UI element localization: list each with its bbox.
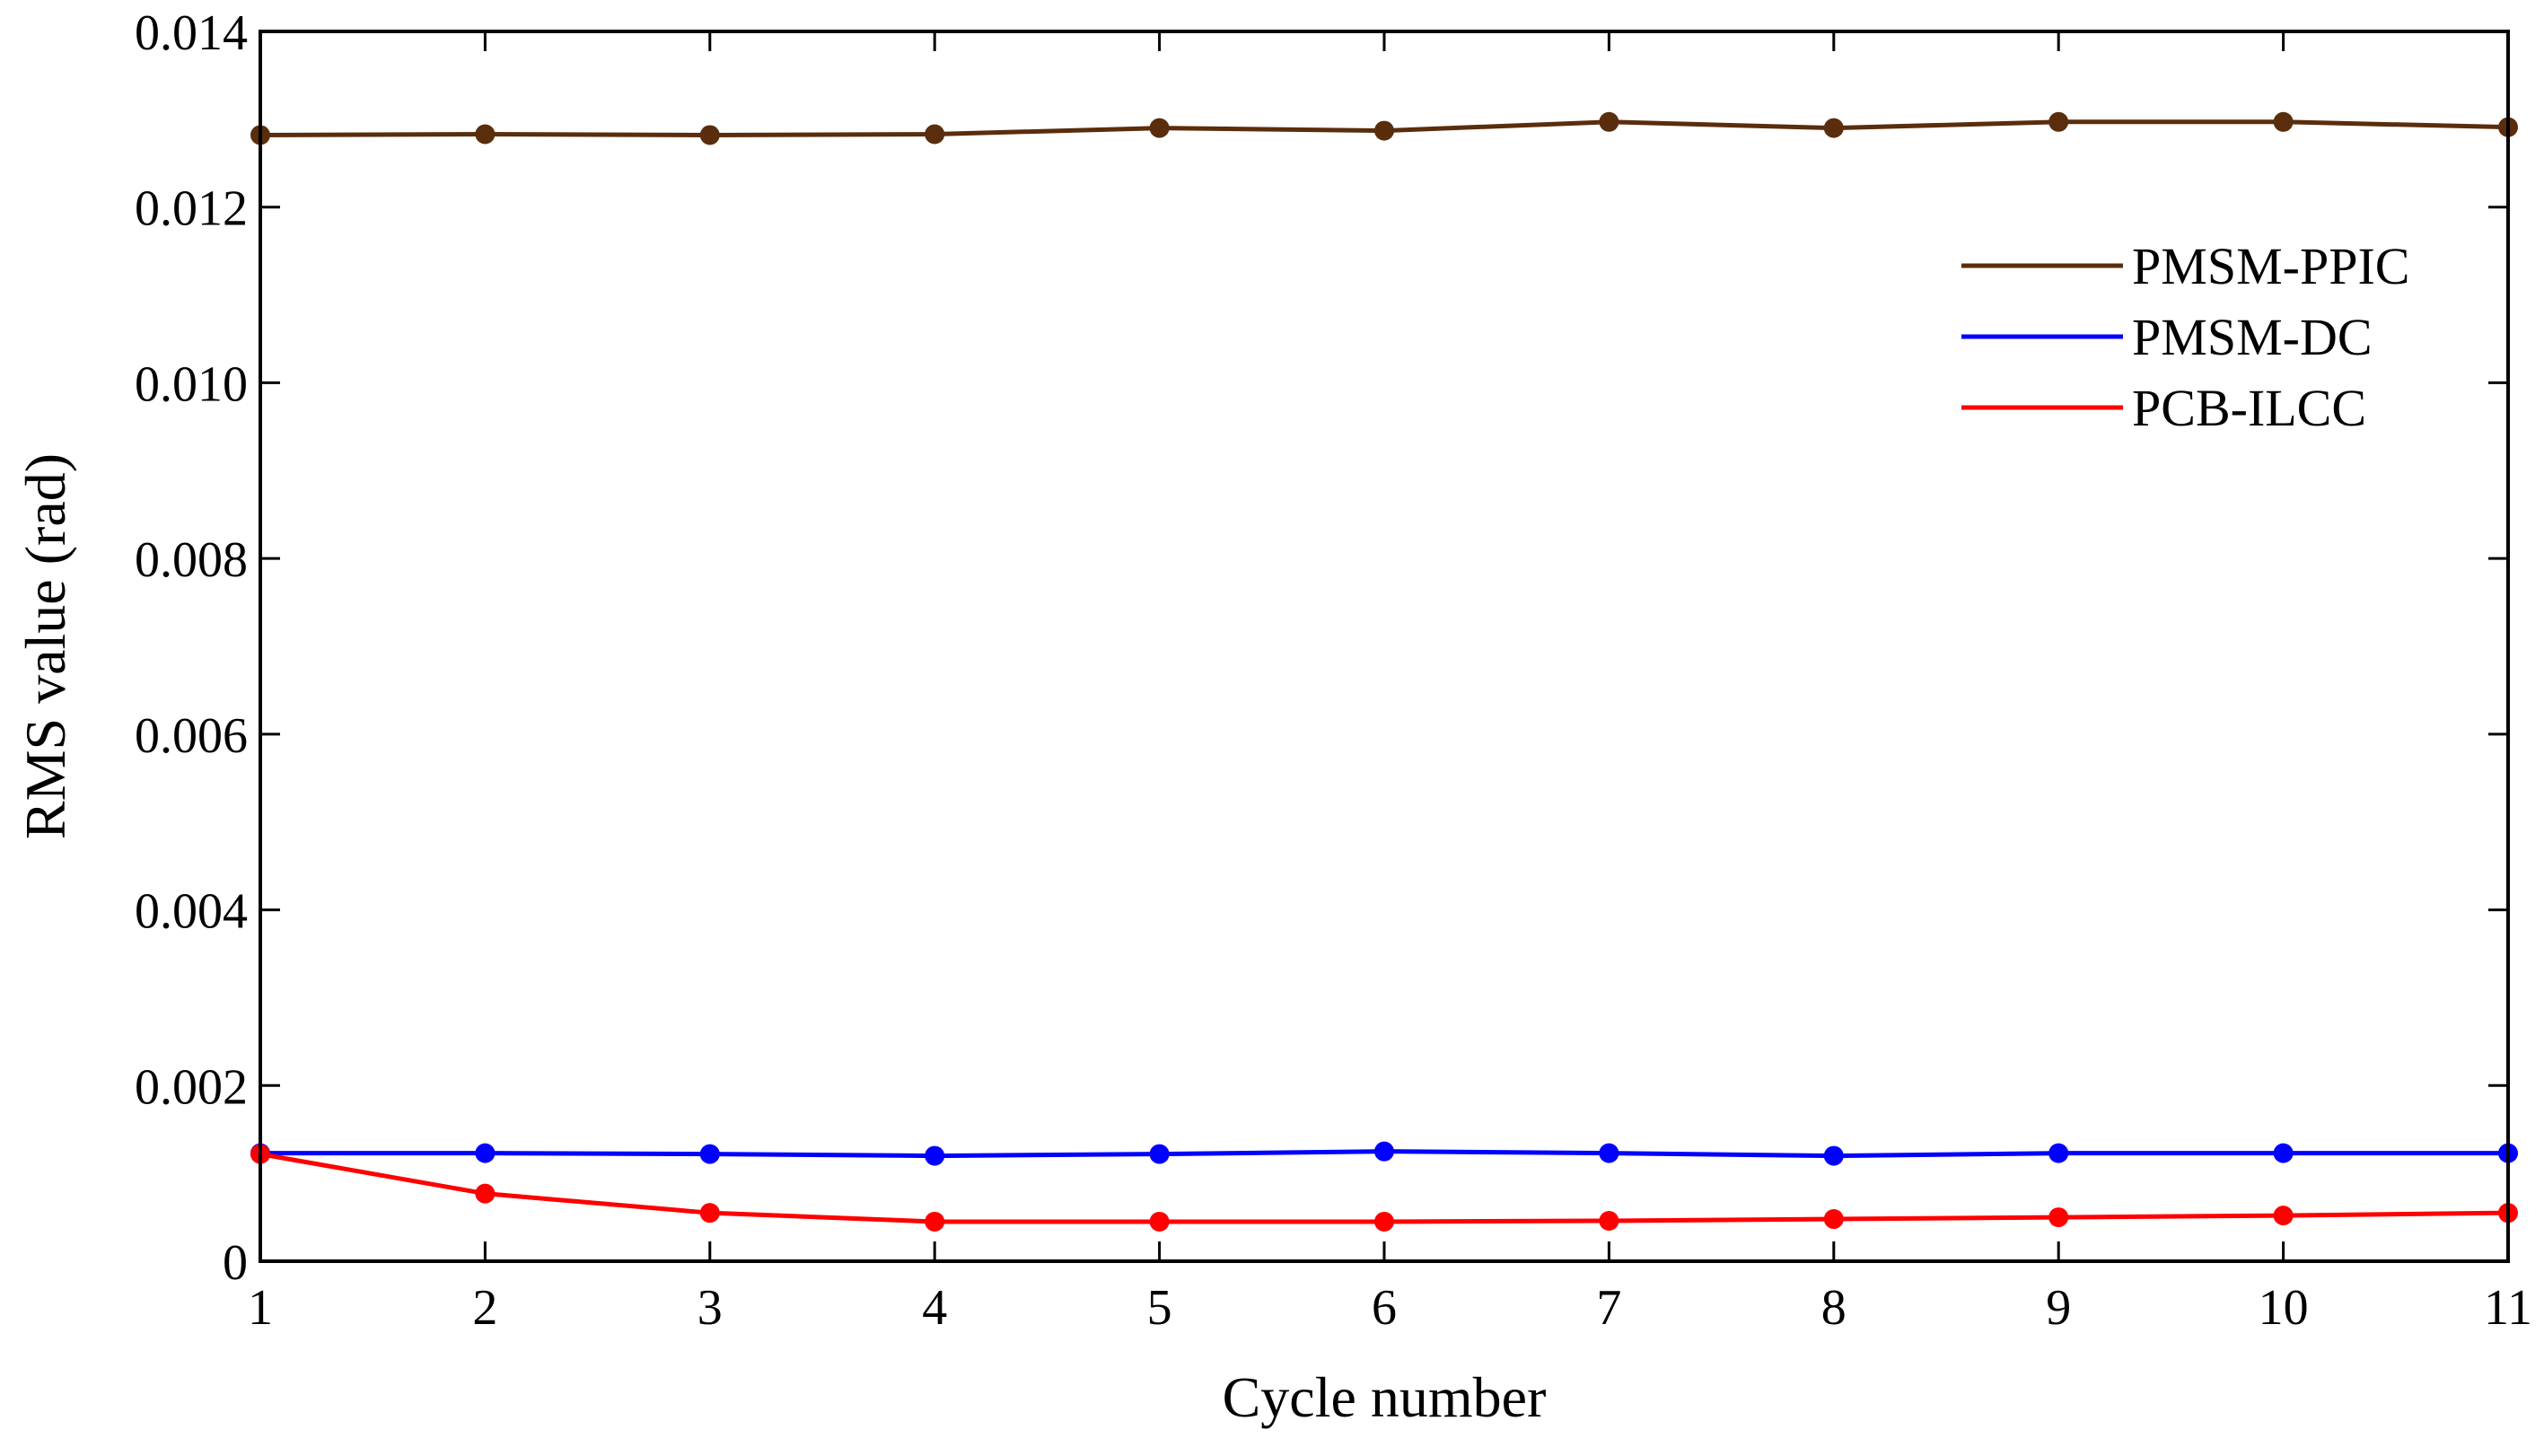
legend-label-pcb-ilcc: PCB-ILCC	[2132, 379, 2366, 437]
data-point	[699, 125, 720, 145]
plot-frame	[259, 30, 2510, 1263]
x-tick-label: 7	[1596, 1280, 1621, 1336]
data-point	[925, 1145, 945, 1166]
data-point	[2048, 111, 2069, 132]
data-point	[1374, 1211, 1394, 1232]
y-tick-label: 0.012	[135, 181, 248, 237]
data-point	[2273, 1206, 2294, 1226]
x-tick-label: 11	[2484, 1280, 2532, 1336]
data-point	[1823, 1209, 1844, 1230]
legend-label-pmsm-ppic: PMSM-PPIC	[2132, 237, 2409, 295]
legend: PMSM-PPIC PMSM-DC PCB-ILCC	[1961, 237, 2409, 437]
data-point	[475, 1183, 496, 1204]
x-tick-label: 8	[1821, 1280, 1847, 1336]
data-point	[2273, 111, 2294, 132]
x-axis-title: Cycle number	[1223, 1365, 1547, 1429]
data-point	[1599, 111, 1619, 132]
data-point	[2048, 1143, 2069, 1163]
data-point	[699, 1203, 720, 1224]
data-point	[1823, 1145, 1844, 1166]
data-point	[475, 124, 496, 145]
series-pcb-ilcc	[250, 1144, 2518, 1232]
y-tick-label: 0.002	[135, 1059, 248, 1115]
y-tick-label: 0	[223, 1235, 248, 1291]
data-point	[925, 1211, 945, 1232]
data-point	[2273, 1143, 2294, 1163]
plot-area	[260, 31, 2508, 1261]
data-point	[1599, 1143, 1619, 1163]
x-tick-label: 2	[472, 1280, 497, 1336]
data-point	[1374, 120, 1394, 141]
x-tick-label: 5	[1147, 1280, 1172, 1336]
data-point	[1149, 1144, 1170, 1164]
y-tick-label: 0.004	[135, 884, 248, 940]
y-tick-label: 0.008	[135, 532, 248, 588]
legend-label-pmsm-dc: PMSM-DC	[2132, 308, 2373, 366]
x-tick-label: 6	[1372, 1280, 1397, 1336]
data-point	[1823, 118, 1844, 138]
data-point	[2048, 1207, 2069, 1228]
y-axis-title: RMS value (rad)	[13, 453, 77, 839]
series-pmsm-ppic	[250, 111, 2518, 145]
x-tick-label: 3	[697, 1280, 723, 1336]
data-point	[699, 1144, 720, 1164]
x-tick-label: 10	[2259, 1280, 2309, 1336]
x-tick-label: 9	[2046, 1280, 2071, 1336]
data-point	[1149, 1211, 1170, 1232]
data-point	[475, 1143, 496, 1163]
data-point	[925, 124, 945, 145]
y-tick-label: 0.006	[135, 708, 248, 764]
data-point	[1149, 118, 1170, 138]
x-tick-labels: 1 2 3 4 5 6 7 8 9 10 11	[248, 1280, 2532, 1336]
series-layer	[250, 111, 2518, 1232]
y-tick-label: 0.014	[135, 5, 248, 61]
x-tick-label: 4	[922, 1280, 947, 1336]
series-pmsm-dc	[250, 1141, 2518, 1166]
x-tick-label: 1	[248, 1280, 273, 1336]
data-point	[1374, 1141, 1394, 1162]
y-tick-label: 0.010	[135, 356, 248, 412]
data-point	[1599, 1210, 1619, 1231]
y-tick-labels: 0 0.002 0.004 0.006 0.008 0.010 0.012 0.014	[135, 5, 248, 1291]
